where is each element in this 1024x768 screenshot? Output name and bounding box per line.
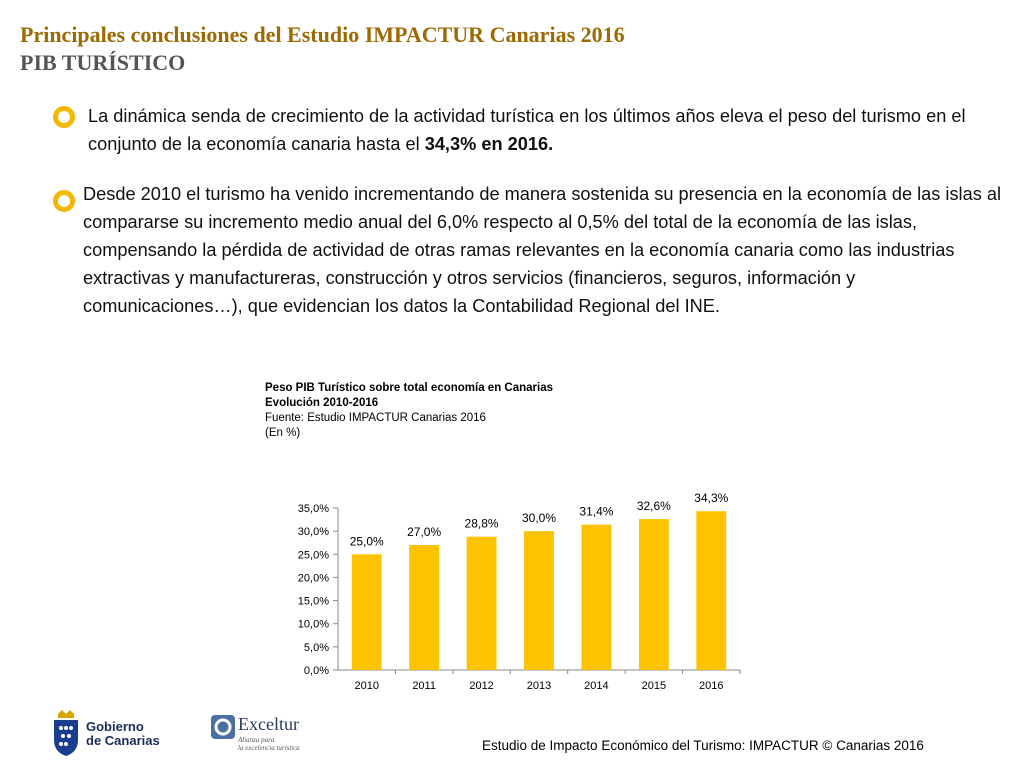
gobierno-line1: Gobierno bbox=[86, 719, 144, 734]
y-tick-label: 30,0% bbox=[298, 526, 329, 538]
chart-caption: Peso PIB Turístico sobre total economía … bbox=[265, 381, 553, 441]
x-tick-label: 2015 bbox=[642, 680, 666, 692]
bar bbox=[351, 554, 382, 670]
exceltur-tagline: Alianza para la excelencia turística bbox=[238, 736, 300, 752]
bar-value-label: 32,6% bbox=[637, 499, 671, 513]
bullet-icon bbox=[53, 190, 75, 212]
bar bbox=[638, 519, 669, 670]
exceltur-wordmark: Exceltur bbox=[238, 714, 299, 734]
page-subtitle: PIB TURÍSTICO bbox=[20, 50, 186, 75]
y-tick-label: 0,0% bbox=[304, 665, 329, 677]
x-tick-label: 2012 bbox=[469, 680, 493, 692]
bar bbox=[696, 511, 727, 670]
gobierno-canarias-logo: Gobierno de Canarias bbox=[50, 708, 170, 758]
bar bbox=[524, 531, 554, 670]
exceltur-emblem-icon bbox=[211, 715, 235, 739]
paragraph-2: Desde 2010 el turismo ha venido incremen… bbox=[83, 184, 1002, 316]
bar bbox=[581, 524, 612, 670]
paragraph-1: La dinámica senda de crecimiento de la a… bbox=[88, 102, 988, 158]
exceltur-tag-line1: Alianza para bbox=[238, 736, 275, 744]
bar-chart: 0,0% 5,0% 10,0% 15,0% 20,0% 25,0% 30,0% 35,0% 25… bbox=[298, 491, 741, 692]
y-tick-label: 35,0% bbox=[298, 503, 329, 515]
bar-value-label: 27,0% bbox=[407, 525, 441, 539]
exceltur-logo: Exceltur Alianza para la excelencia turí… bbox=[208, 710, 312, 760]
bar bbox=[466, 536, 497, 670]
gobierno-line2: de Canarias bbox=[86, 733, 160, 748]
chart-title: Peso PIB Turístico sobre total economía … bbox=[265, 382, 554, 394]
y-tick-label: 20,0% bbox=[298, 572, 329, 584]
paragraph-1-text: La dinámica senda de crecimiento de la a… bbox=[88, 106, 966, 154]
y-tick-label: 5,0% bbox=[304, 642, 329, 654]
y-tick-label: 10,0% bbox=[298, 619, 329, 631]
coat-of-arms-icon bbox=[54, 710, 78, 756]
chart-source: Fuente: Estudio IMPACTUR Canarias 2016 bbox=[265, 412, 486, 424]
chart-subtitle: Evolución 2010-2016 bbox=[265, 397, 379, 409]
page-title: Principales conclusiones del Estudio IMP… bbox=[20, 22, 625, 47]
paragraph-1-bold: 34,3% en 2016. bbox=[424, 134, 554, 154]
bar bbox=[409, 545, 440, 670]
x-tick-label: 2014 bbox=[584, 680, 608, 692]
x-tick-label: 2016 bbox=[699, 680, 723, 692]
exceltur-tag-line2: la excelencia turística bbox=[238, 744, 300, 752]
bar-value-label: 30,0% bbox=[522, 511, 556, 525]
y-tick-label: 15,0% bbox=[298, 596, 329, 608]
x-tick-label: 2011 bbox=[412, 680, 436, 692]
bar-value-label: 31,4% bbox=[579, 505, 613, 519]
bar-value-label: 25,0% bbox=[350, 534, 384, 548]
y-tick-label: 25,0% bbox=[298, 549, 329, 561]
bar-value-label: 34,3% bbox=[694, 491, 728, 505]
x-tick-label: 2013 bbox=[527, 680, 551, 692]
bullet-icon bbox=[53, 106, 75, 128]
bar-value-label: 28,8% bbox=[465, 517, 499, 531]
gobierno-canarias-text: Gobierno de Canarias bbox=[86, 720, 160, 748]
x-tick-label: 2010 bbox=[354, 680, 378, 692]
footer-text: Estudio de Impacto Económico del Turismo… bbox=[482, 738, 924, 753]
chart-unit: (En %) bbox=[265, 427, 301, 439]
